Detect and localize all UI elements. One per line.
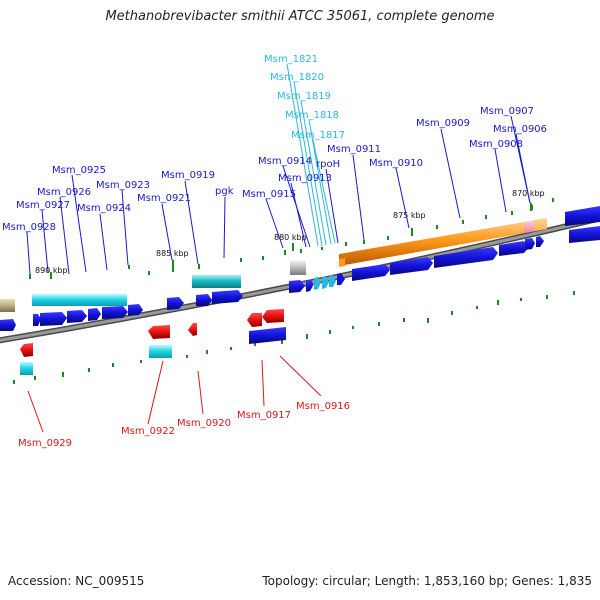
kbp-label-890: 890 kbp — [35, 266, 68, 275]
accession-text: Accession: NC_009515 — [8, 574, 145, 588]
forward-gene-arrows — [0, 206, 600, 331]
leader-lines-blue — [26, 115, 531, 275]
trna-gene[interactable] — [339, 258, 345, 267]
reverse-gene[interactable] — [247, 313, 262, 327]
gene-label-rpoh: rpoH — [316, 159, 340, 170]
scale-tick-875 — [411, 228, 413, 236]
reverse-gene[interactable] — [188, 323, 197, 336]
trna-gene[interactable] — [314, 277, 321, 290]
scale-tick-885 — [172, 260, 174, 268]
gene-label-msm1818: Msm_1818 — [285, 110, 339, 121]
forward-gene[interactable] — [390, 257, 433, 275]
forward-gene[interactable] — [88, 308, 101, 321]
leader-lines-cyan — [286, 63, 336, 247]
reverse-gene-arrows — [20, 309, 284, 357]
forward-gene[interactable] — [128, 304, 143, 316]
forward-gene[interactable] — [434, 247, 498, 268]
gene-label-msm0914: Msm_0914 — [258, 156, 312, 167]
forward-gene[interactable] — [102, 306, 128, 319]
gene-label-msm0929: Msm_0929 — [18, 438, 72, 449]
forward-gene[interactable] — [536, 236, 544, 247]
forward-gene[interactable] — [525, 238, 535, 250]
gene-label-msm0921: Msm_0921 — [137, 193, 191, 204]
gene-label-msm0915: Msm_0915 — [242, 189, 296, 200]
forward-gene[interactable] — [306, 280, 313, 292]
genome-summary-text: Topology: circular; Length: 1,853,160 bp… — [262, 574, 592, 588]
gene-label-msm0928: Msm_0928 — [2, 222, 56, 233]
gene-label-msm0907: Msm_0907 — [480, 106, 534, 117]
gene-label-msm0906: Msm_0906 — [493, 124, 547, 135]
gene-label-pgk: pgk — [215, 186, 234, 197]
forward-gene[interactable] — [289, 280, 305, 293]
gene-label-msm0919: Msm_0919 — [161, 170, 215, 181]
gene-label-msm0922: Msm_0922 — [121, 426, 175, 437]
reverse-gene[interactable] — [262, 309, 284, 323]
forward-gene[interactable] — [569, 226, 600, 243]
forward-gene[interactable] — [40, 312, 67, 326]
scale-tick-880 — [292, 243, 294, 251]
reverse-gene[interactable] — [148, 325, 170, 339]
cds-feature-pgk[interactable] — [192, 275, 241, 288]
gene-label-msm0924: Msm_0924 — [77, 203, 131, 214]
forward-gene[interactable] — [196, 294, 212, 306]
forward-gene[interactable] — [499, 241, 529, 256]
forward-gene[interactable] — [352, 264, 390, 281]
reverse-gene[interactable] — [20, 343, 33, 357]
forward-gene[interactable] — [167, 297, 184, 310]
cds-feature-reverse-left[interactable] — [20, 362, 33, 375]
gene-label-msm0926: Msm_0926 — [37, 187, 91, 198]
trna-gene[interactable] — [337, 273, 345, 285]
gene-label-msm0908: Msm_0908 — [469, 139, 523, 150]
trna-gene[interactable] — [322, 276, 329, 289]
forward-gene[interactable] — [67, 310, 87, 323]
gene-label-msm0909: Msm_0909 — [416, 118, 470, 129]
gene-label-msm0911: Msm_0911 — [327, 144, 381, 155]
pseudo-feature[interactable] — [290, 261, 306, 275]
kbp-label-885: 885 kbp — [156, 249, 189, 258]
gene-label-msm0925: Msm_0925 — [52, 165, 106, 176]
gene-label-msm1817: Msm_1817 — [291, 130, 345, 141]
gene-label-msm1820: Msm_1820 — [270, 72, 324, 83]
scale-tick-870 — [530, 203, 532, 211]
gene-label-msm0913: Msm_0913 — [278, 173, 332, 184]
forward-gene[interactable] — [212, 290, 243, 304]
cds-feature-left[interactable] — [32, 294, 127, 306]
kbp-label-875: 875 kbp — [393, 211, 426, 220]
gene-label-msm0917: Msm_0917 — [237, 410, 291, 421]
scale-tick-890 — [50, 272, 52, 279]
gene-label-msm0916: Msm_0916 — [296, 401, 350, 412]
trna-gene[interactable] — [329, 275, 336, 287]
cds-feature-reverse-0922[interactable] — [149, 345, 172, 358]
forward-gene[interactable] — [0, 319, 16, 331]
gene-label-msm0910: Msm_0910 — [369, 158, 423, 169]
rrna-feature-band[interactable] — [339, 218, 547, 266]
kbp-label-880: 880 kbp — [274, 233, 307, 242]
gene-label-msm1821: Msm_1821 — [264, 54, 318, 65]
forward-gene[interactable] — [565, 206, 600, 226]
gene-label-msm1819: Msm_1819 — [277, 91, 331, 102]
forward-gene[interactable] — [33, 314, 41, 326]
repeat-region[interactable] — [0, 299, 15, 312]
gene-label-msm0923: Msm_0923 — [96, 180, 150, 191]
gene-label-msm0920: Msm_0920 — [177, 418, 231, 429]
leader-lines-red — [27, 355, 322, 433]
gene-label-msm0927: Msm_0927 — [16, 200, 70, 211]
genome-title: Methanobrevibacter smithii ATCC 35061, c… — [105, 9, 495, 24]
trna-arrows — [314, 258, 345, 290]
gc-ticks-inner — [13, 291, 575, 384]
reverse-blue-feature[interactable] — [249, 327, 286, 344]
